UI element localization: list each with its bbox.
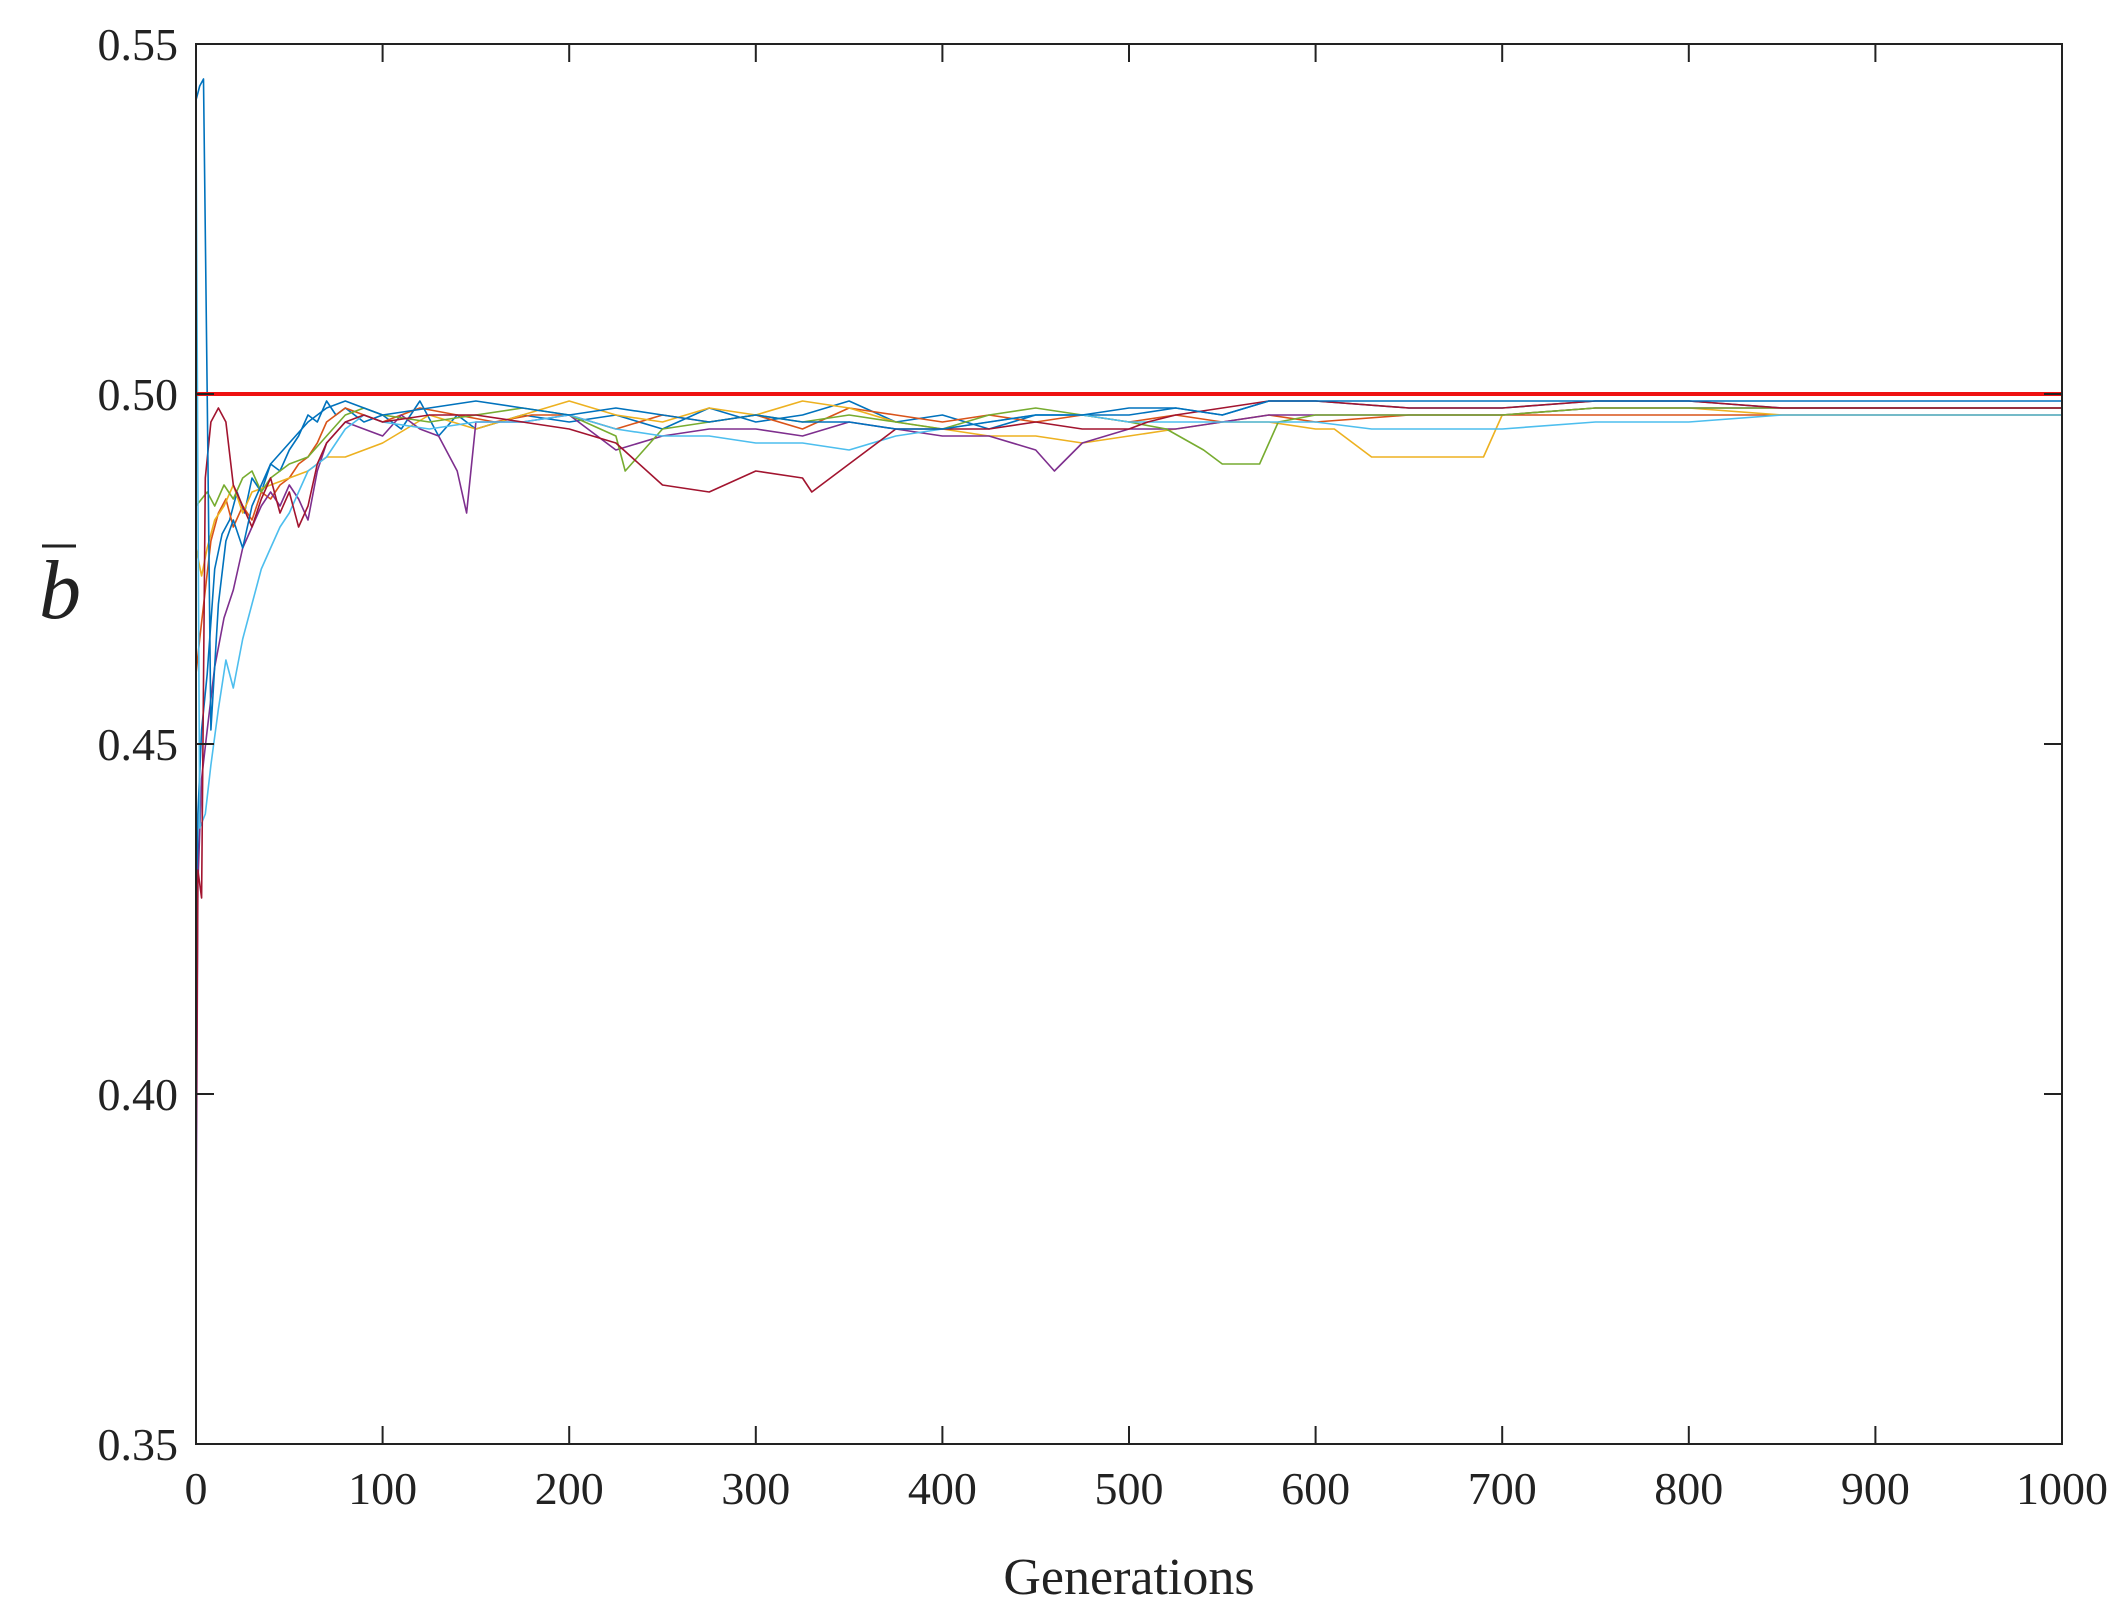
x-tick-label: 700 xyxy=(1468,1463,1537,1514)
x-axis-title: Generations xyxy=(1003,1549,1254,1606)
plot-background xyxy=(196,44,2062,1444)
tick-layer: 0 100 200 300 400 500 600 700 800 900 1000 0.35 0.40… xyxy=(98,19,2109,1514)
x-tick-label: 800 xyxy=(1654,1463,1723,1514)
series-line-3 xyxy=(195,400,2062,577)
x-tick-label: 900 xyxy=(1841,1463,1910,1514)
x-tick-label: 100 xyxy=(348,1463,417,1514)
x-tick-label: 300 xyxy=(721,1463,790,1514)
y-axis-title: b xyxy=(39,544,81,637)
x-tick-label: 600 xyxy=(1281,1463,1350,1514)
x-tick-label: 500 xyxy=(1095,1463,1164,1514)
y-tick-label: 0.45 xyxy=(98,719,179,770)
series-layer xyxy=(195,78,2062,1249)
x-tick-label: 1000 xyxy=(2016,1463,2108,1514)
x-tick-label: 400 xyxy=(908,1463,977,1514)
y-tick-label: 0.40 xyxy=(98,1069,179,1120)
series-line-6 xyxy=(195,113,2062,829)
y-tick-label: 0.35 xyxy=(98,1419,179,1470)
x-tick-label: 200 xyxy=(535,1463,604,1514)
series-line-2 xyxy=(195,407,2062,675)
y-tick-label: 0.55 xyxy=(98,19,179,70)
y-axis-title-text: b xyxy=(39,544,81,637)
x-tick-label: 0 xyxy=(185,1463,208,1514)
y-tick-label: 0.50 xyxy=(98,369,179,420)
series-line-8 xyxy=(195,78,2062,731)
